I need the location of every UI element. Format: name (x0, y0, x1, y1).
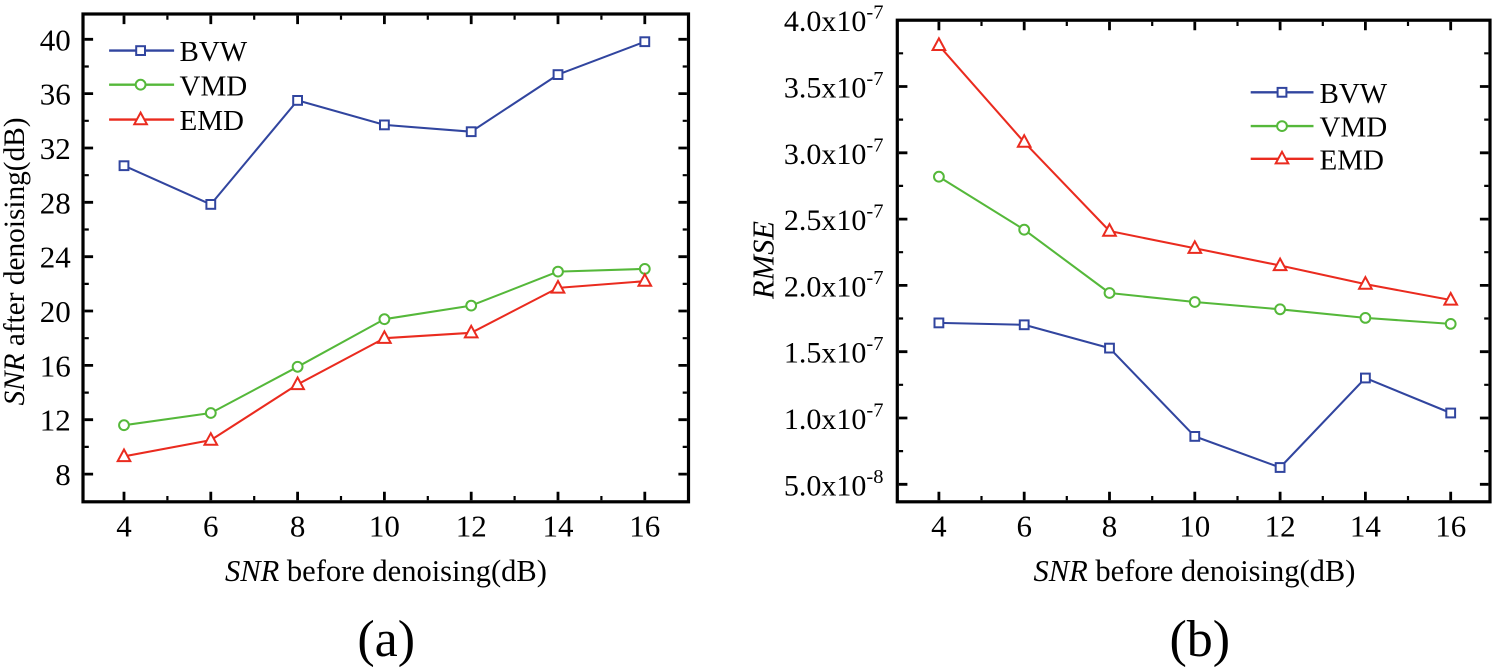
svg-text:SNR before denoising(dB): SNR before denoising(dB) (225, 554, 547, 588)
svg-text:8: 8 (290, 508, 306, 543)
svg-text:4: 4 (116, 508, 132, 543)
svg-text:8: 8 (1102, 508, 1118, 543)
svg-text:VMD: VMD (180, 70, 248, 102)
svg-text:1.0x10-7: 1.0x10-7 (784, 400, 884, 437)
svg-text:10: 10 (1179, 508, 1210, 543)
svg-text:16: 16 (629, 508, 660, 543)
svg-text:12: 12 (1265, 508, 1296, 543)
svg-text:20: 20 (40, 294, 71, 329)
svg-text:36: 36 (40, 77, 71, 112)
svg-text:40: 40 (40, 22, 71, 57)
svg-text:EMD: EMD (1320, 144, 1384, 176)
svg-text:SNR before denoising(dB): SNR before denoising(dB) (1034, 554, 1356, 588)
svg-text:(b): (b) (1169, 611, 1230, 668)
svg-text:10: 10 (369, 508, 400, 543)
svg-text:VMD: VMD (1320, 112, 1388, 144)
svg-text:BVW: BVW (180, 36, 248, 68)
svg-text:24: 24 (40, 240, 72, 275)
svg-text:28: 28 (40, 185, 71, 220)
svg-text:6: 6 (1016, 508, 1032, 543)
svg-text:8: 8 (55, 457, 71, 492)
svg-text:EMD: EMD (180, 105, 244, 137)
svg-text:16: 16 (40, 348, 71, 383)
svg-text:BVW: BVW (1320, 78, 1388, 110)
svg-text:(a): (a) (357, 611, 415, 668)
svg-text:6: 6 (203, 508, 219, 543)
svg-text:4: 4 (931, 508, 947, 543)
svg-text:12: 12 (40, 403, 71, 438)
svg-text:SNR after denoising(dB): SNR after denoising(dB) (0, 117, 31, 405)
svg-text:32: 32 (40, 131, 71, 166)
svg-text:14: 14 (1350, 508, 1382, 543)
svg-text:16: 16 (1435, 508, 1466, 543)
svg-text:12: 12 (456, 508, 487, 543)
svg-text:RMSE: RMSE (747, 221, 781, 300)
svg-text:14: 14 (543, 508, 575, 543)
